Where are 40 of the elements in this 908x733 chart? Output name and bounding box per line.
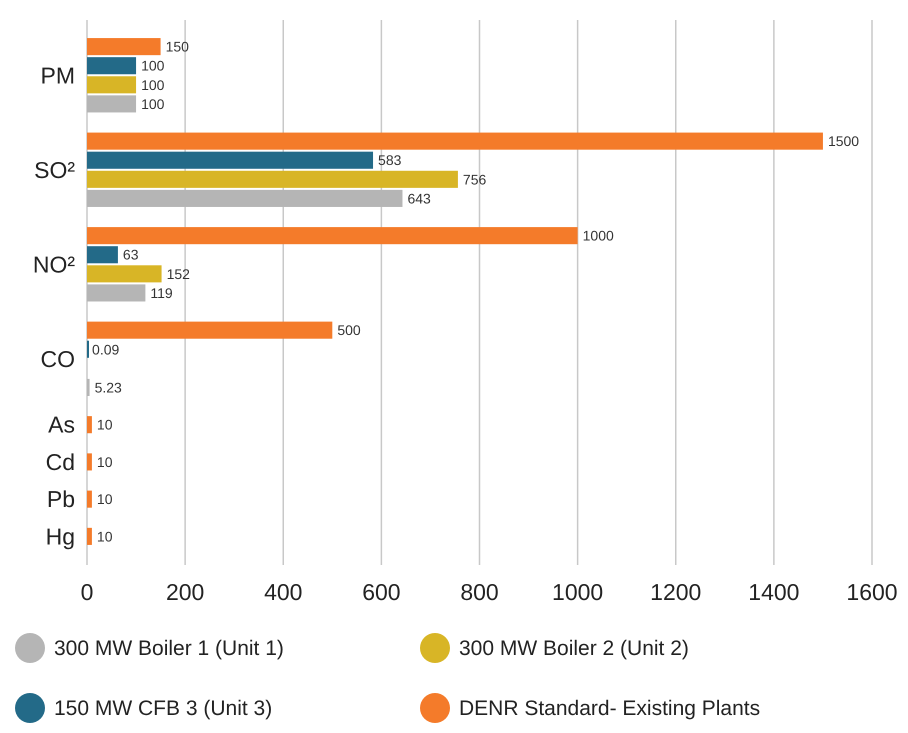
y-tick-label: SO² xyxy=(34,156,76,183)
data-label: 100 xyxy=(141,96,165,112)
data-label: 1500 xyxy=(828,133,860,150)
legend-label: 150 MW CFB 3 (Unit 3) xyxy=(54,697,272,720)
data-label: 150 xyxy=(166,38,190,55)
x-tick-label: 400 xyxy=(264,579,302,605)
x-tick-label: 0 xyxy=(80,579,94,605)
data-label: 5.23 xyxy=(94,379,122,396)
x-tick-label: 800 xyxy=(460,579,499,605)
x-tick-label: 1000 xyxy=(552,579,604,605)
y-tick-label: Hg xyxy=(46,523,75,550)
x-tick-label: 1400 xyxy=(748,579,800,605)
y-tick-label: NO² xyxy=(32,251,76,278)
y-tick-label: PM xyxy=(40,62,75,88)
data-label: 10 xyxy=(96,416,113,433)
data-label: 583 xyxy=(378,152,402,168)
x-tick-label: 600 xyxy=(362,579,401,605)
data-label: 10 xyxy=(96,491,113,508)
legend-label: DENR Standard- Existing Plants xyxy=(459,697,760,720)
data-label: 756 xyxy=(462,171,486,188)
data-label: 100 xyxy=(141,76,165,93)
data-label: 119 xyxy=(150,284,173,301)
data-label: 0.09 xyxy=(92,341,120,358)
data-label: 10 xyxy=(96,528,113,544)
x-tick-label: 200 xyxy=(166,579,204,605)
y-tick-label: CO xyxy=(40,346,75,372)
data-label: 643 xyxy=(407,190,432,206)
legend-label: 300 MW Boiler 1 (Unit 1) xyxy=(54,637,284,660)
data-label: 63 xyxy=(122,246,139,263)
data-label: 100 xyxy=(141,58,165,74)
data-label: 1000 xyxy=(582,228,614,244)
x-tick-label: 1200 xyxy=(650,579,702,605)
y-tick-label: Pb xyxy=(46,486,75,512)
legend-label: 300 MW Boiler 2 (Unit 2) xyxy=(459,637,689,660)
y-tick-label: Cd xyxy=(46,448,75,475)
x-tick-label: 1600 xyxy=(846,579,898,605)
y-tick-label: As xyxy=(48,412,75,438)
data-label: 10 xyxy=(96,454,113,470)
data-label: 152 xyxy=(166,266,190,282)
data-label: 500 xyxy=(337,322,361,338)
